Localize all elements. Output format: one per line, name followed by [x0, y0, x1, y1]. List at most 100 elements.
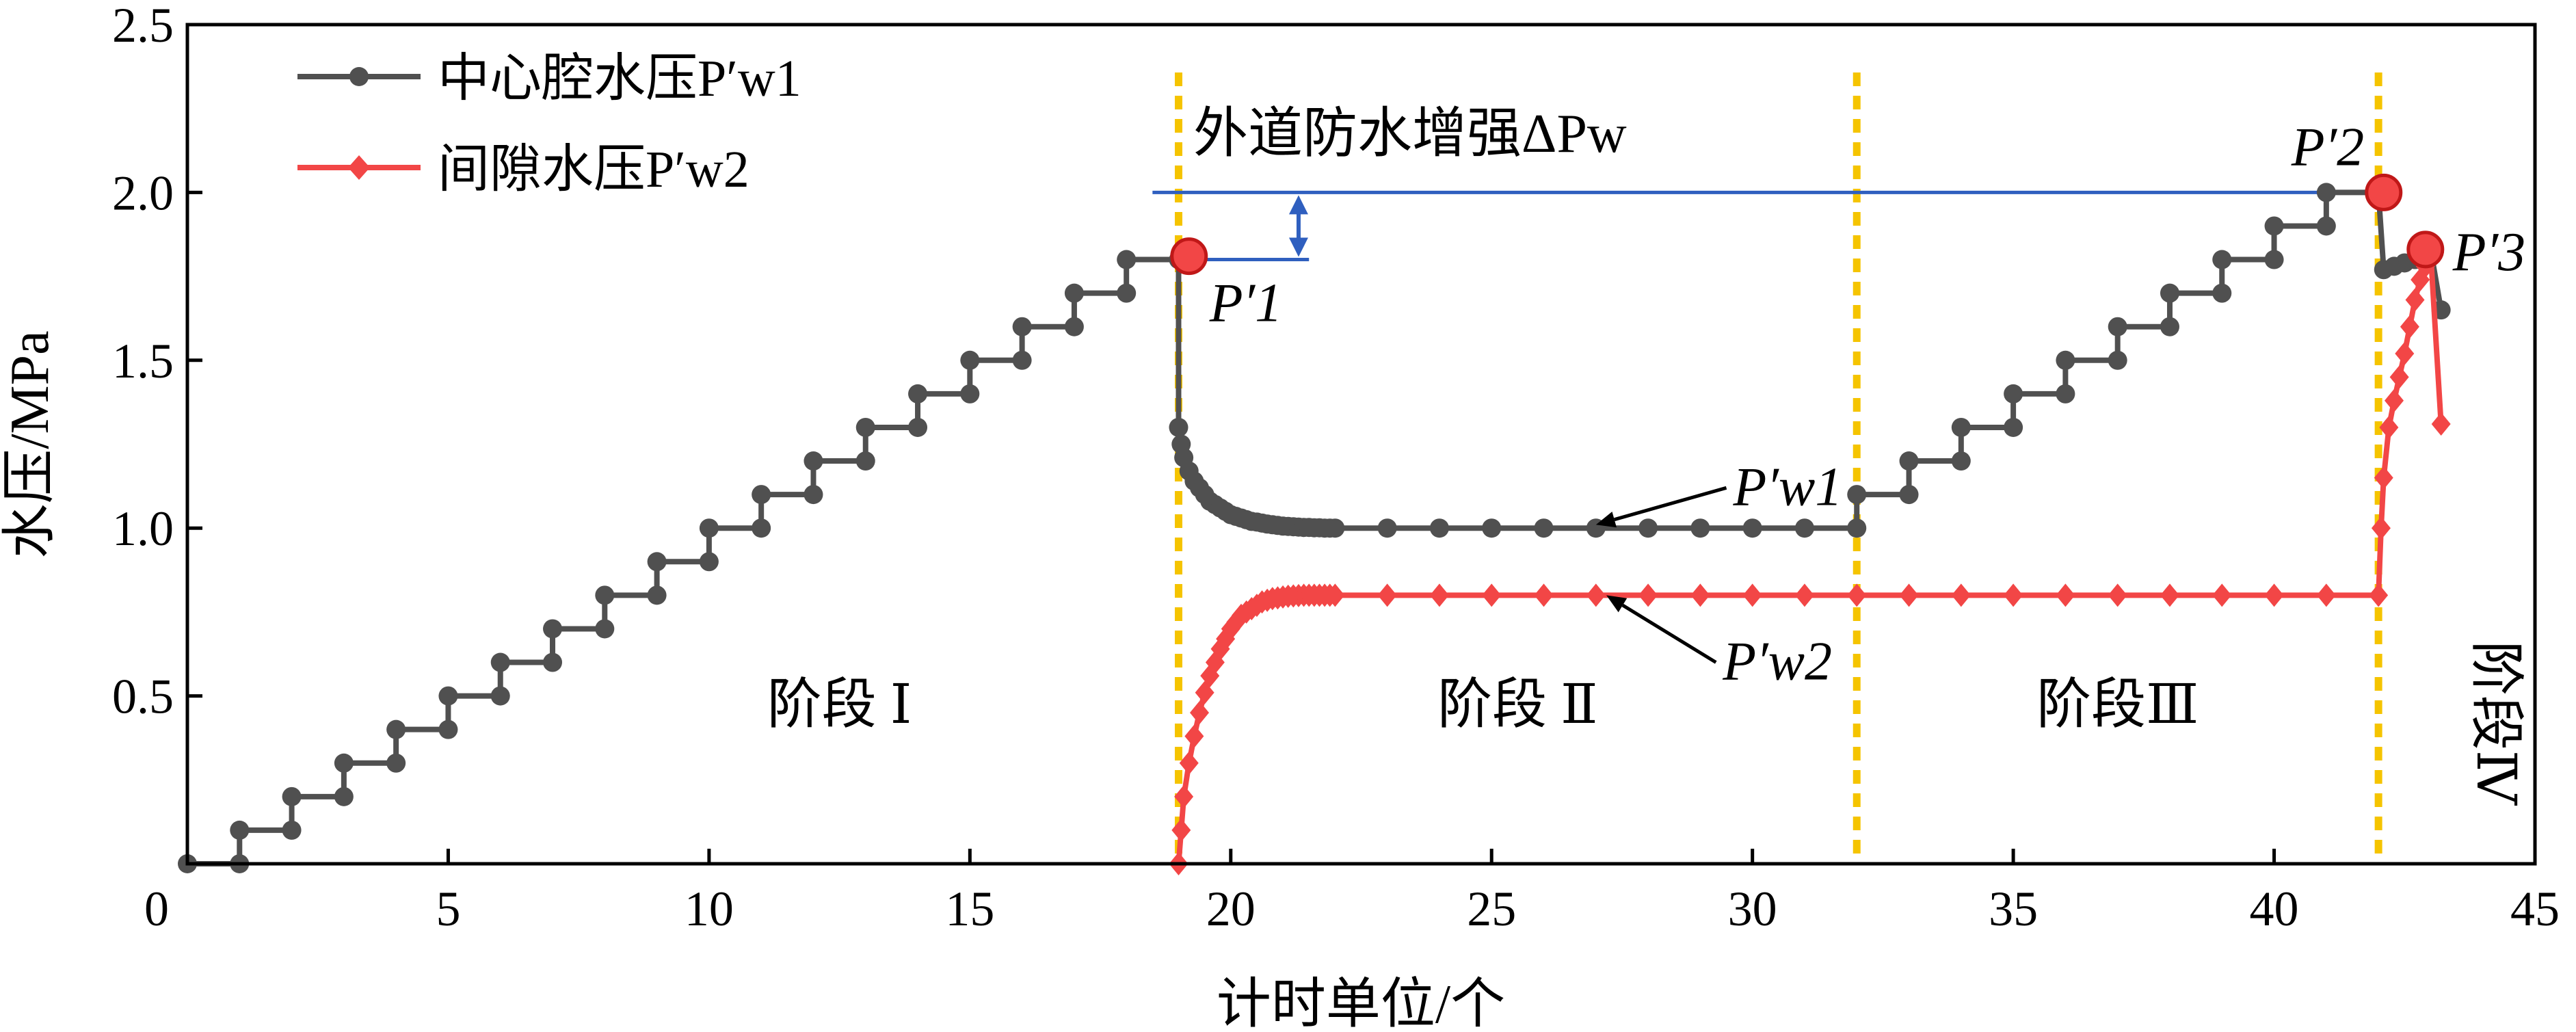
series-0-point-25 — [855, 451, 875, 471]
series-0-point-88 — [2056, 350, 2075, 370]
x-tick-label-8: 40 — [2250, 882, 2299, 936]
series-0-point-92 — [2160, 283, 2179, 303]
legend-label-w2: 间隙水压P′w2 — [438, 141, 749, 198]
x-tick-label-3: 15 — [945, 882, 994, 936]
x-tick-label-4: 20 — [1206, 882, 1256, 936]
series-0-point-21 — [752, 518, 771, 538]
series-layer — [178, 183, 2451, 875]
key-point-label-1: P′2 — [2291, 117, 2364, 177]
series-1-point-39 — [1742, 583, 1762, 607]
key-points: P′1 P′2 P′3 — [1170, 117, 2525, 334]
series-0-point-76 — [1690, 518, 1710, 538]
annotation-lines — [1152, 190, 2374, 262]
series-0-point-89 — [2108, 350, 2127, 370]
series-0-point-75 — [1638, 518, 1658, 538]
series-0-point-23 — [804, 485, 823, 505]
y-tick-label-3: 2.0 — [112, 166, 174, 220]
x-tick-label-9: 45 — [2510, 882, 2560, 936]
series-0-point-82 — [1899, 451, 1919, 471]
series-1-point-59 — [2405, 288, 2425, 312]
series-0-point-98 — [2316, 183, 2336, 202]
series-0-point-36 — [1117, 250, 1137, 269]
series-1-point-33 — [1429, 583, 1449, 607]
x-axis-title: 计时单位/个 — [1217, 975, 1505, 1032]
series-0-point-24 — [804, 451, 823, 471]
series-1-point-43 — [1951, 583, 1971, 607]
series-0-point-81 — [1899, 485, 1919, 505]
series-0-point-90 — [2108, 317, 2127, 336]
curve-label-arrowhead-1 — [1606, 595, 1628, 613]
stage-label-2: 阶段Ⅲ — [2036, 675, 2199, 735]
series-0-point-84 — [1951, 417, 1971, 437]
curve-label-arrowhead-0 — [1595, 512, 1617, 528]
delta-arrow-head-down — [1288, 237, 1308, 257]
series-0-point-31 — [1012, 350, 1032, 370]
series-1-point-48 — [2212, 583, 2232, 607]
curve-label-arrow-1 — [1621, 603, 1717, 664]
series-0-point-26 — [855, 417, 875, 437]
labels: 阶段 Ⅰ 阶段 Ⅱ 阶段Ⅲ 阶段Ⅳ P′w1 P′w2 — [767, 457, 2525, 806]
series-0-point-16 — [595, 585, 615, 605]
curve-label-1: P′w2 — [1722, 632, 1832, 692]
x-tick-label-1: 5 — [436, 882, 460, 936]
series-0-point-5 — [334, 786, 354, 806]
series-0-point-11 — [490, 686, 510, 706]
series-0-point-4 — [282, 786, 302, 806]
series-0-point-94 — [2212, 250, 2232, 269]
series-0-point-15 — [595, 619, 615, 639]
series-0-point-79 — [1847, 518, 1867, 538]
series-1-point-52 — [2371, 516, 2391, 540]
series-0-point-86 — [2004, 384, 2023, 403]
series-0-point-77 — [1742, 518, 1762, 538]
series-0-point-83 — [1951, 451, 1971, 471]
series-1-point-2 — [1174, 784, 1194, 808]
series-1-point-35 — [1534, 583, 1554, 607]
series-0-point-8 — [386, 719, 406, 739]
series-0-point-29 — [960, 384, 980, 403]
series-1-point-44 — [2004, 583, 2023, 607]
legend-marker-w1 — [349, 67, 369, 86]
series-0-point-33 — [1064, 317, 1084, 336]
y-axis-title: 水压/MPa — [0, 330, 60, 558]
series-0-point-6 — [334, 753, 354, 773]
stage-label-3: 阶段Ⅳ — [2465, 641, 2525, 806]
series-1-point-47 — [2160, 583, 2179, 607]
legend-marker-w2 — [348, 155, 370, 180]
y-tick-label-4: 2.5 — [112, 0, 174, 53]
curve-label-arrow-0 — [1614, 486, 1727, 522]
delta-annotation-label: 外道防水增强ΔPw — [1193, 104, 1627, 164]
series-0-point-71 — [1429, 518, 1449, 538]
series-0-point-78 — [1794, 518, 1814, 538]
series-0-point-70 — [1377, 518, 1397, 538]
series-1-point-51 — [2369, 583, 2389, 607]
series-0-point-17 — [647, 585, 667, 605]
x-tick-label-2: 10 — [685, 882, 734, 936]
series-1-point-63 — [2431, 412, 2451, 436]
legend: 中心腔水压P′w1 间隙水压P′w2 — [297, 50, 801, 198]
y-tick-label-1: 1.0 — [112, 501, 174, 556]
y-tick-label-2: 1.5 — [112, 334, 174, 388]
series-0-point-80 — [1847, 485, 1867, 505]
series-1-point-41 — [1847, 583, 1867, 607]
series-0-point-22 — [752, 485, 771, 505]
plot-frame — [185, 23, 2537, 866]
key-point-marker-1 — [2365, 173, 2403, 211]
series-1-point-49 — [2264, 583, 2284, 607]
series-0-point-69 — [1325, 518, 1345, 538]
series-0-point-35 — [1117, 283, 1137, 303]
series-0-point-2 — [230, 820, 250, 840]
series-1-point-53 — [2374, 466, 2393, 490]
key-point-marker-0 — [1170, 237, 1208, 276]
curve-label-0: P′w1 — [1733, 457, 1843, 517]
series-1-point-58 — [2400, 315, 2419, 339]
series-1-point-36 — [1586, 583, 1606, 607]
series-0-point-73 — [1534, 518, 1554, 538]
series-1-point-32 — [1377, 583, 1397, 607]
key-point-label-2: P′3 — [2452, 222, 2525, 282]
series-line-1 — [1176, 250, 2444, 864]
series-0-point-85 — [2004, 417, 2023, 437]
series-1-point-1 — [1171, 818, 1191, 842]
series-1-point-40 — [1794, 583, 1814, 607]
series-1-point-34 — [1482, 583, 1502, 607]
